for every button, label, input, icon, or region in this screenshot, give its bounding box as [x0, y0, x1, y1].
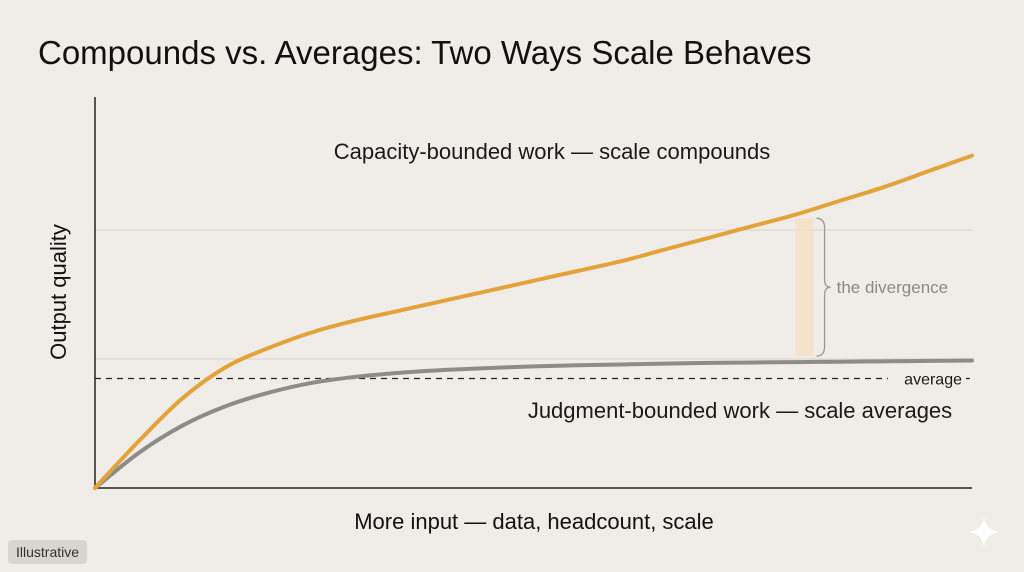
series-label-judgment: Judgment-bounded work — scale averages	[528, 398, 952, 423]
series-line-capacity	[93, 153, 974, 490]
divergence-label: the divergence	[837, 278, 949, 297]
divergence-band	[795, 217, 831, 357]
x-axis-label: More input — data, headcount, scale	[354, 509, 714, 534]
y-axis-label: Output quality	[46, 224, 71, 360]
divergence-highlight	[795, 218, 814, 357]
average-label-background	[888, 369, 966, 388]
divergence-brace	[816, 217, 831, 357]
illustrative-badge: Illustrative	[8, 540, 88, 564]
series-label-capacity: Capacity-bounded work — scale compounds	[334, 139, 771, 164]
chart-title: Compounds vs. Averages: Two Ways Scale B…	[38, 34, 811, 71]
series-group	[93, 153, 974, 490]
series-line-judgment	[93, 358, 974, 490]
sparkle-icon	[968, 516, 1000, 548]
average-label: average	[904, 372, 962, 389]
